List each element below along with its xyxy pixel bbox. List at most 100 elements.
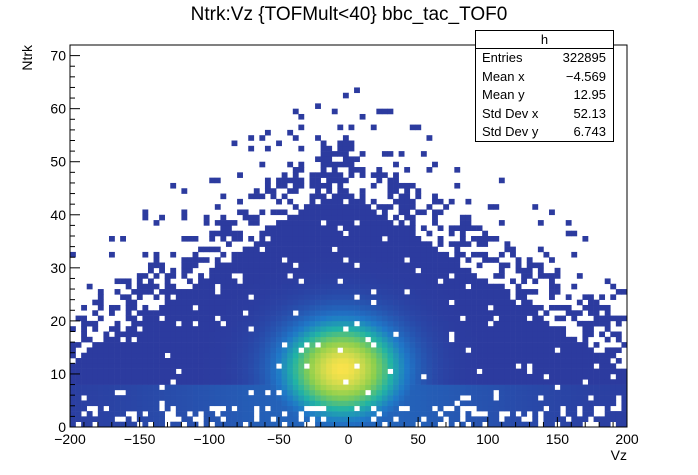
heatmap-cell <box>376 108 383 115</box>
heatmap-cell <box>175 326 182 332</box>
heatmap-cell <box>354 209 360 216</box>
heatmap-cell <box>214 230 221 237</box>
heatmap-cell <box>253 336 260 343</box>
heatmap-cell <box>348 145 355 152</box>
heatmap-cell <box>443 310 450 316</box>
heatmap-cell <box>404 421 411 428</box>
heatmap-cell <box>576 379 583 385</box>
heatmap-cell <box>521 289 528 295</box>
heatmap-cell <box>610 379 617 385</box>
heatmap-cell <box>521 347 528 354</box>
heatmap-cell <box>86 384 93 391</box>
heatmap-cell <box>482 347 489 354</box>
heatmap-cell <box>214 257 221 263</box>
heatmap-cell <box>420 241 427 247</box>
heatmap-cell <box>493 400 500 407</box>
heatmap-cell <box>359 352 366 359</box>
heatmap-cell <box>203 299 210 306</box>
heatmap-cell <box>443 411 450 417</box>
heatmap-cell <box>108 236 115 242</box>
heatmap-cell <box>125 326 132 332</box>
heatmap-cell <box>276 236 282 242</box>
heatmap-cell <box>320 257 327 263</box>
heatmap-cell <box>588 389 594 396</box>
heatmap-cell <box>186 400 193 407</box>
heatmap-cell <box>465 352 472 359</box>
heatmap-cell <box>443 315 450 322</box>
heatmap-cell <box>181 416 188 422</box>
heatmap-cell <box>459 320 466 327</box>
heatmap-cell <box>292 267 299 274</box>
heatmap-cell <box>409 251 416 258</box>
heatmap-cell <box>320 347 327 354</box>
heatmap-cell <box>359 310 366 316</box>
heatmap-cell <box>281 294 288 300</box>
heatmap-cell <box>370 352 377 359</box>
heatmap-cell <box>549 421 555 428</box>
heatmap-cell <box>259 294 266 300</box>
heatmap-cell <box>136 278 143 285</box>
heatmap-cell <box>242 373 249 380</box>
heatmap-cell <box>354 400 360 407</box>
heatmap-cell <box>292 315 299 322</box>
heatmap-cell <box>108 326 115 332</box>
heatmap-cell <box>415 384 422 391</box>
heatmap-cell <box>471 251 477 258</box>
heatmap-cell <box>426 368 433 375</box>
heatmap-cell <box>576 400 583 407</box>
y-tick-label: 50 <box>50 154 66 170</box>
heatmap-cell <box>237 347 243 354</box>
heatmap-cell <box>359 405 366 412</box>
heatmap-cell <box>270 241 277 247</box>
heatmap-cell <box>426 257 433 263</box>
heatmap-cell <box>164 373 171 380</box>
heatmap-cell <box>264 230 271 237</box>
heatmap-cell <box>320 246 327 253</box>
heatmap-cell <box>159 262 165 269</box>
heatmap-cell <box>537 246 544 253</box>
heatmap-cell <box>432 310 438 316</box>
heatmap-cell <box>287 384 294 391</box>
heatmap-cell <box>510 416 516 422</box>
heatmap-cell <box>593 368 600 375</box>
heatmap-cell <box>415 342 422 348</box>
heatmap-cell <box>326 347 333 354</box>
heatmap-cell <box>203 283 210 290</box>
heatmap-cell <box>181 331 188 338</box>
heatmap-cell <box>487 368 494 375</box>
heatmap-cell <box>70 373 76 380</box>
heatmap-cell <box>131 405 138 412</box>
heatmap-cell <box>92 320 99 327</box>
heatmap-cell <box>220 384 227 391</box>
heatmap-cell <box>175 358 182 364</box>
heatmap-cell <box>415 273 422 279</box>
heatmap-cell <box>203 220 210 226</box>
heatmap-cell <box>136 411 143 417</box>
heatmap-cell <box>337 363 344 369</box>
heatmap-cell <box>476 416 483 422</box>
heatmap-cell <box>181 299 188 306</box>
heatmap-cell <box>415 278 422 285</box>
heatmap-cell <box>292 421 299 428</box>
heatmap-cell <box>432 214 438 221</box>
heatmap-cell <box>370 294 377 300</box>
heatmap-cell <box>181 257 188 263</box>
heatmap-cell <box>298 421 305 428</box>
heatmap-cell <box>443 283 450 290</box>
heatmap-cell <box>287 230 294 237</box>
heatmap-cell <box>348 236 355 242</box>
heatmap-cell <box>415 363 422 369</box>
heatmap-cell <box>415 299 422 306</box>
heatmap-cell <box>225 294 232 300</box>
heatmap-cell <box>320 336 327 343</box>
heatmap-cell <box>214 331 221 338</box>
heatmap-cell <box>354 416 360 422</box>
heatmap-cell <box>309 363 316 369</box>
heatmap-cell <box>214 220 221 226</box>
heatmap-cell <box>142 352 149 359</box>
heatmap-cell <box>298 384 305 391</box>
heatmap-cell <box>526 400 533 407</box>
heatmap-cell <box>253 352 260 359</box>
heatmap-cell <box>476 289 483 295</box>
heatmap-cell <box>170 304 177 311</box>
